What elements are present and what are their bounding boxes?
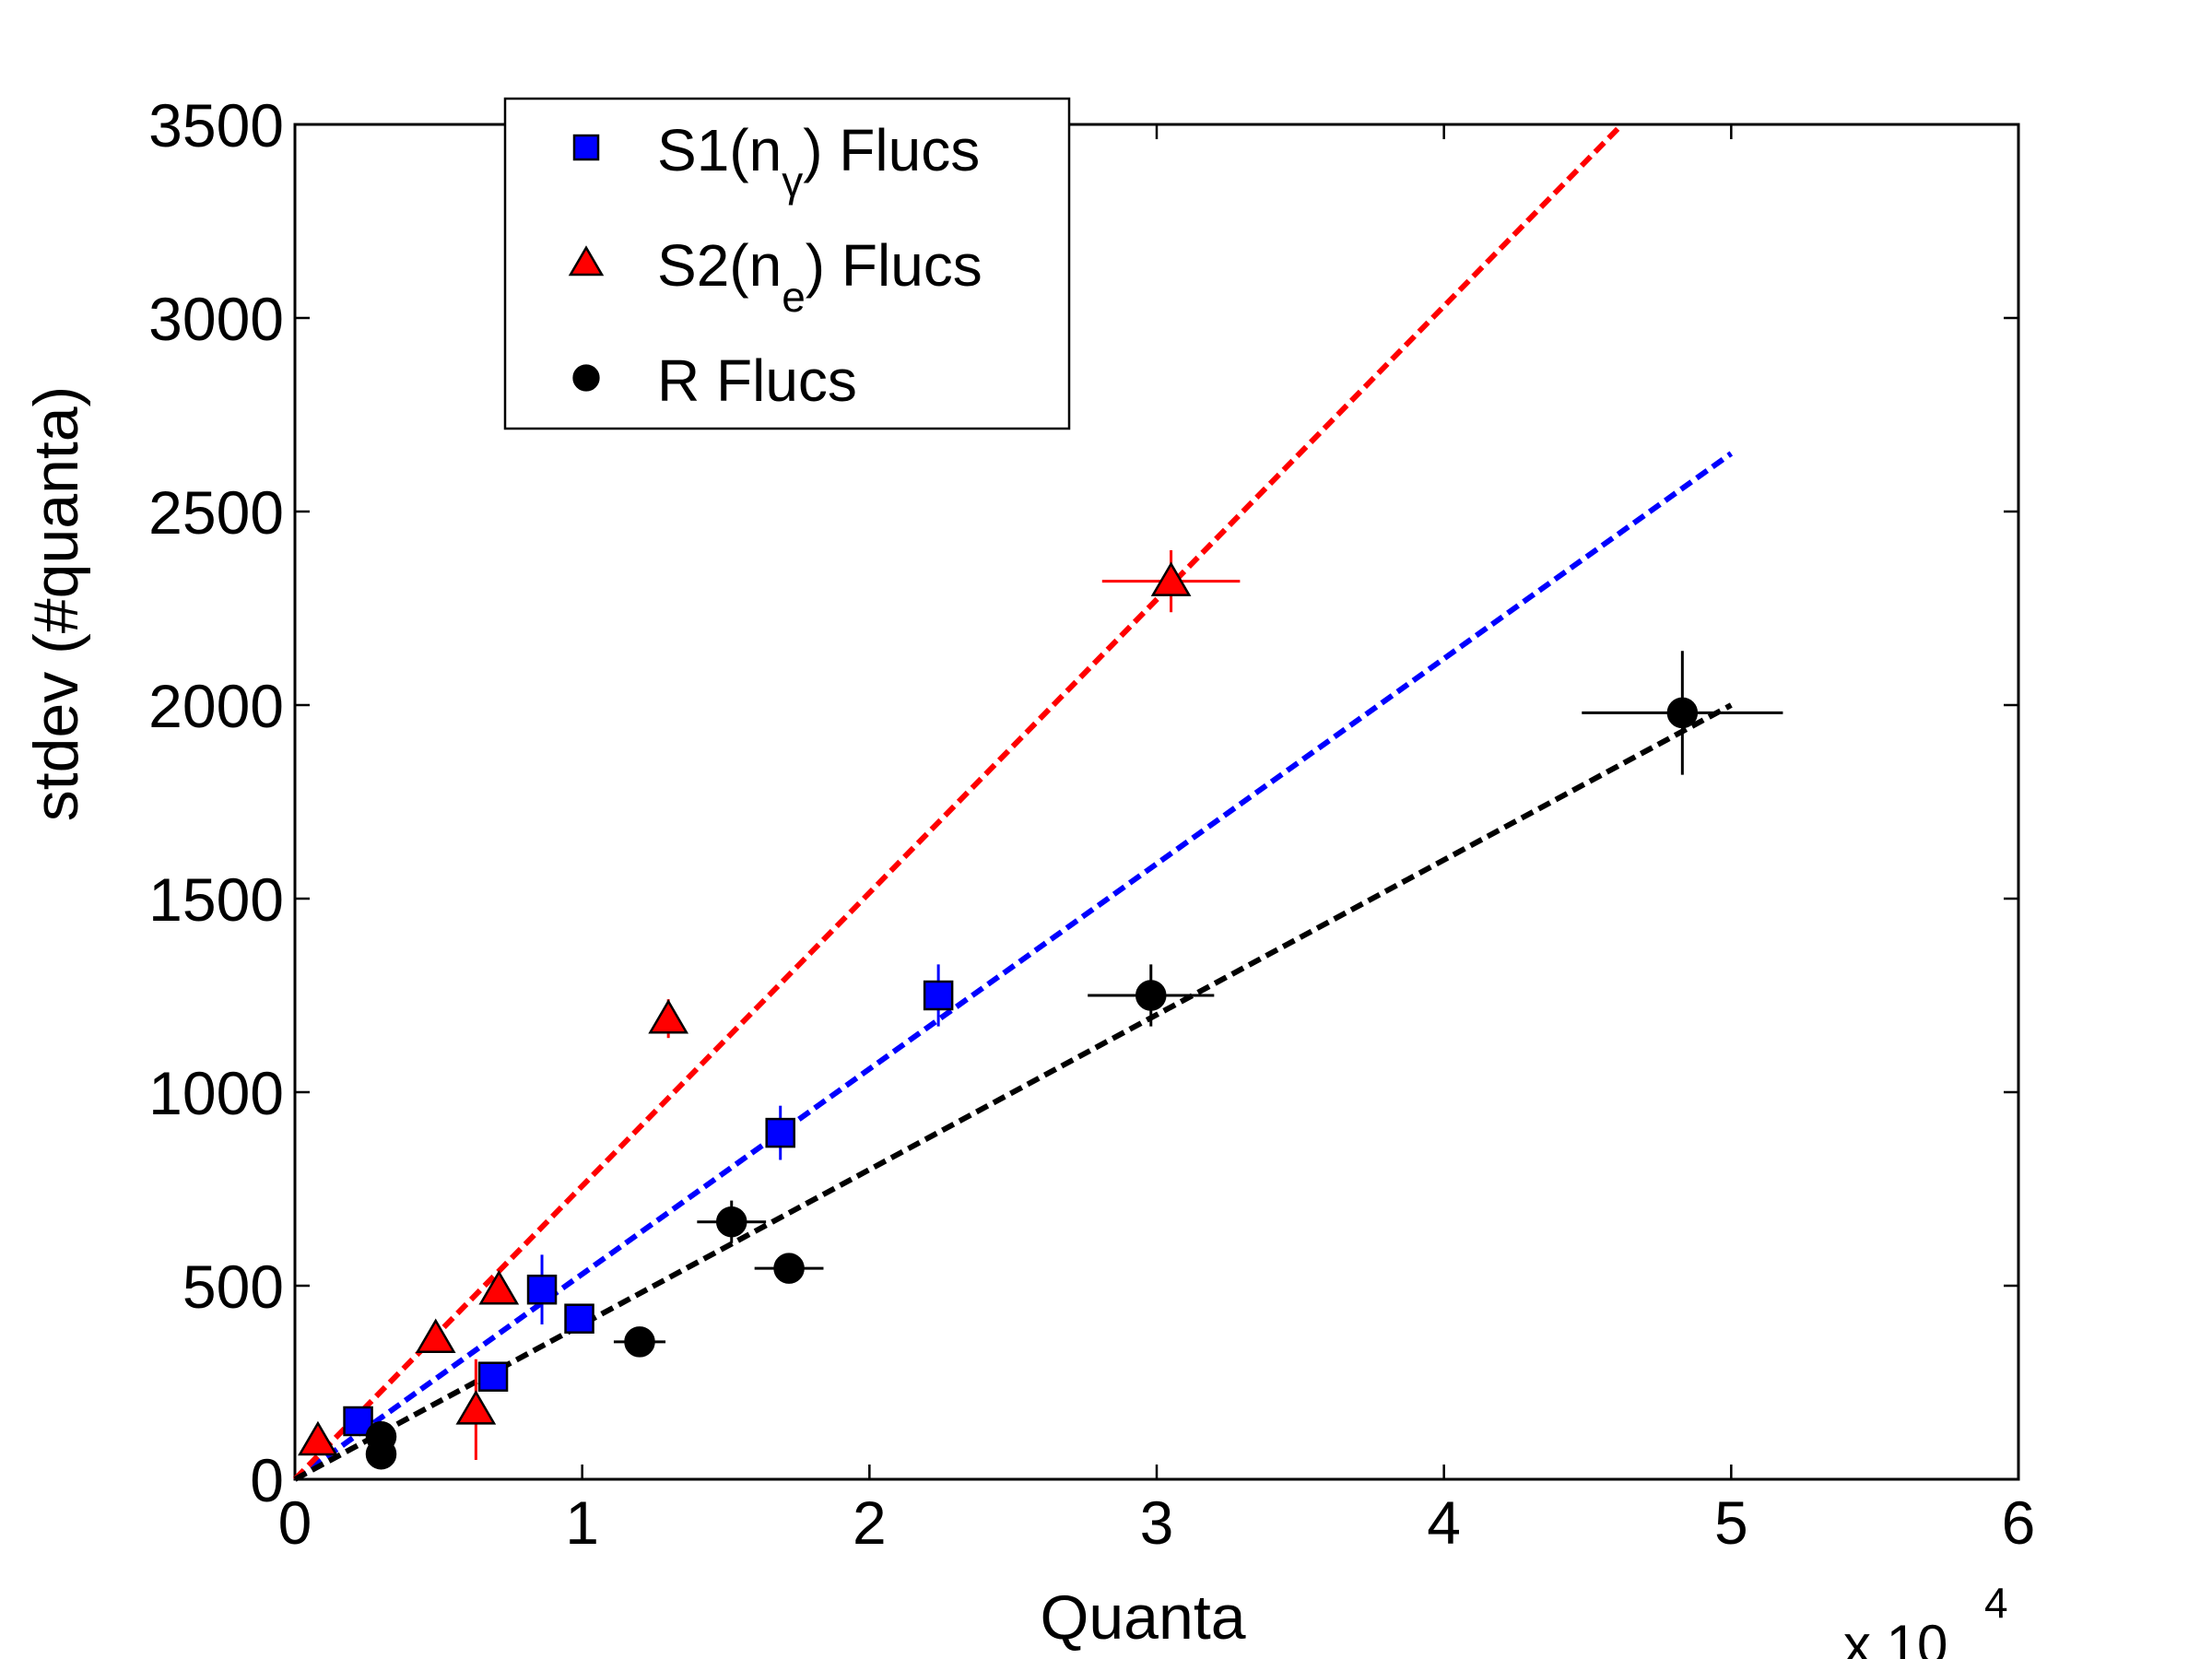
s2-point [478, 1269, 520, 1305]
r-point [715, 1206, 747, 1238]
r-point [624, 1326, 655, 1358]
r-point [773, 1253, 805, 1284]
y-tick-label: 500 [182, 1253, 284, 1321]
y-tick-label: 2500 [148, 478, 284, 547]
x-axis-title: Quanta [1040, 1583, 1245, 1653]
s1-point [923, 980, 954, 1011]
r-legend-label: R Flucs [657, 347, 857, 414]
s2-fit-line [292, 122, 1625, 1482]
s1-legend-label: S1(nγ) Flucs [657, 117, 980, 206]
x-tick-label: 2 [853, 1488, 887, 1557]
s2-point [415, 1318, 456, 1353]
s1-point [477, 1361, 509, 1392]
y-tick-label: 3500 [148, 91, 284, 159]
r-legend-marker [572, 364, 600, 392]
x-tick-label: 0 [278, 1488, 312, 1557]
r-fit-line [293, 702, 1733, 1482]
r-point [1135, 980, 1167, 1011]
x-multiplier-exponent: 4 [1984, 1579, 2008, 1627]
s1-point [526, 1274, 558, 1305]
x-tick-label: 3 [1140, 1488, 1174, 1557]
s2-point [298, 1420, 338, 1456]
r-point [1666, 697, 1699, 729]
y-axis-title: stdev (#quanta) [21, 386, 91, 822]
data-points [298, 550, 1783, 1470]
r-point [365, 1421, 397, 1453]
s2-legend-label: S2(ne) Flucs [657, 232, 982, 321]
x-tick-label: 4 [1427, 1488, 1461, 1557]
y-tick-label: 2000 [148, 672, 284, 740]
s2-point [1150, 561, 1192, 596]
y-tick-label: 1000 [148, 1059, 284, 1127]
s1-point [343, 1406, 373, 1437]
s1-point [564, 1303, 594, 1334]
s1-point [765, 1117, 795, 1148]
x-tick-label: 5 [1714, 1488, 1748, 1557]
y-tick-label: 3000 [148, 285, 284, 353]
x-tick-label: 6 [2002, 1488, 2036, 1557]
x-multiplier-label: x 10 [1843, 1614, 1947, 1659]
s1-fit-line [293, 451, 1734, 1482]
axis-ticks: 0 1 2 3 4 5 6 0 500 1000 1500 2000 2500 3000 3500 [148, 91, 2035, 1557]
s1-legend-marker [572, 134, 600, 161]
s2-point [648, 998, 689, 1034]
x-tick-label: 1 [565, 1488, 599, 1557]
y-tick-label: 1500 [148, 865, 284, 934]
s2-legend-marker [568, 245, 605, 276]
s2-point [455, 1390, 497, 1425]
fit-lines [292, 122, 1734, 1482]
y-tick-label: 0 [250, 1446, 284, 1514]
legend: S1(nγ) Flucs S2(ne) Flucs R Flucs [503, 97, 1071, 430]
